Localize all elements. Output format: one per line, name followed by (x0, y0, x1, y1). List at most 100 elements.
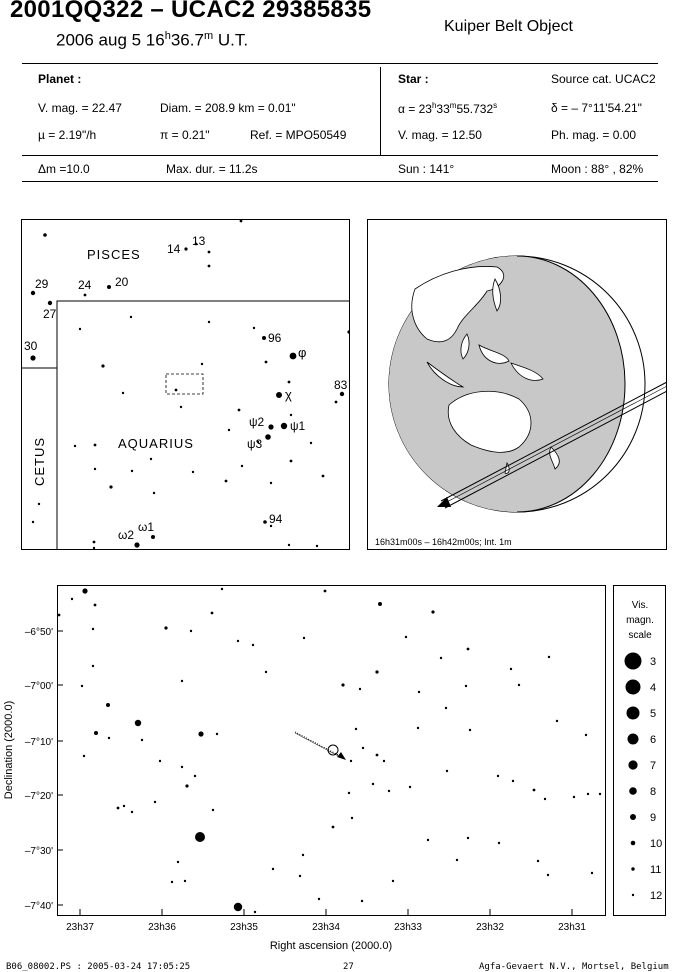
legend-dot (624, 652, 642, 670)
legend-label: 7 (650, 760, 656, 772)
star-label: 29 (35, 277, 49, 291)
finder-star-labels: 14 13 29 24 20 27 30 96 φ χ 83 ψ2 ψ1 ψ3 … (24, 234, 348, 542)
legend-dot (630, 840, 636, 846)
legend-title-1: Vis. (632, 600, 649, 611)
planet-ref: Ref. = MPO50549 (250, 128, 347, 142)
star-label: 94 (269, 512, 283, 526)
constellation-cetus: CETUS (32, 437, 47, 486)
y-tick-label: –7°10' (25, 737, 53, 748)
footer-page: 27 (343, 962, 354, 972)
legend-dot (627, 733, 639, 745)
legend-dot (628, 760, 638, 770)
star-label: 13 (192, 234, 206, 248)
legend-box (613, 585, 666, 916)
page-title: 2001QQ322 – UCAC2 29385835 (10, 0, 372, 23)
constellation-aquarius: AQUARIUS (118, 436, 194, 451)
star-label: ω1 (138, 520, 154, 534)
divider-top (22, 63, 658, 64)
star-label: 96 (268, 331, 282, 345)
x-axis-label: Right ascension (2000.0) (270, 940, 392, 952)
star-label: ω2 (118, 528, 134, 542)
continents (411, 266, 560, 474)
footer-file: B06_08002.PS : 2005-03-24 17:05:25 (6, 962, 191, 972)
planet-diam: Diam. = 208.9 km = 0.01" (160, 101, 296, 115)
x-tick-label: 23h35 (230, 922, 258, 933)
y-tick-label: –7°30' (25, 846, 53, 857)
legend-label: 6 (650, 734, 656, 746)
legend-dot (631, 893, 635, 897)
x-axis: 23h37 23h36 23h35 23h34 23h33 23h32 23h31 (66, 909, 586, 933)
target-star-marker (327, 744, 339, 756)
star-label: 27 (43, 307, 57, 321)
legend-dot (629, 787, 637, 795)
event-date: 2006 aug 5 16h36.7m U.T. (56, 30, 249, 50)
moon-info: Moon : 88° , 82% (551, 162, 644, 176)
footer-publisher: Agfa-Gevaert N.V., Mortsel, Belgium (479, 962, 669, 972)
star-label: 20 (115, 275, 129, 289)
asteroid-track (294, 731, 346, 760)
star-label: 30 (24, 339, 38, 353)
x-tick-label: 23h32 (476, 922, 504, 933)
asia-landmass (411, 266, 504, 343)
terminator (516, 255, 626, 513)
y-axis: –6°50' –7°00' –7°10' –7°20' –7°30' –7°40' (25, 627, 63, 912)
star-label: 24 (78, 278, 92, 292)
x-tick-label: 23h37 (66, 922, 94, 933)
planet-heading: Planet : (38, 72, 82, 86)
legend-dot (631, 867, 635, 871)
finder-chart: PISCES AQUARIUS CETUS 14 13 29 24 20 27 … (21, 219, 350, 550)
star-phmag: Ph. mag. = 0.00 (551, 128, 637, 142)
star-vmag: V. mag. = 12.50 (398, 128, 482, 142)
x-tick-label: 23h34 (312, 922, 340, 933)
legend-title-2: magn. (626, 615, 654, 626)
globe-caption: 16h31m00s – 16h42m00s; Int. 1m (375, 537, 512, 547)
star-label: χ (285, 387, 292, 402)
y-axis-label: Declination (2000.0) (3, 701, 15, 799)
detail-chart: –6°50' –7°00' –7°10' –7°20' –7°30' –7°40' 23h… (3, 585, 666, 952)
new-guinea-island (510, 362, 544, 381)
star-label: ψ1 (290, 419, 306, 433)
legend-label: 11 (650, 864, 661, 876)
finder-stars (30, 219, 350, 550)
star-label: 14 (167, 242, 181, 256)
legend-label: 5 (650, 708, 656, 720)
legend-items: 3 4 5 6 7 8 9 10 11 12 (624, 652, 662, 902)
max-duration: Max. dur. = 11.2s (166, 162, 258, 176)
legend-dot (626, 706, 640, 720)
divider-bottom (22, 181, 658, 182)
x-tick-label: 23h33 (394, 922, 422, 933)
x-tick-label: 23h31 (558, 922, 586, 933)
legend-title-3: scale (628, 630, 652, 641)
sun-elongation: Sun : 141° (398, 162, 455, 176)
object-type: Kuiper Belt Object (444, 18, 573, 35)
shadow-path (437, 381, 667, 509)
detail-stars (57, 587, 602, 914)
star-heading: Star : (398, 72, 429, 86)
sumatra-island (426, 361, 465, 388)
legend-label: 10 (650, 838, 662, 850)
legend-label: 8 (650, 786, 656, 798)
star-label: ψ2 (249, 415, 265, 429)
star-label: ψ3 (247, 437, 263, 451)
globe-panel: 16h31m00s – 16h42m00s; Int. 1m (367, 219, 667, 550)
y-tick-label: –6°50' (25, 627, 53, 638)
boundary-aquarius (56, 300, 349, 550)
divider-middle (22, 155, 658, 156)
legend-dot (625, 679, 641, 695)
divider-vertical (380, 67, 381, 155)
star-label: 83 (334, 378, 348, 392)
borneo-island (478, 344, 510, 364)
delta-mag: Δm =10.0 (38, 162, 90, 176)
source-catalog: Source cat. UCAC2 (551, 72, 656, 86)
planet-parallax: π = 0.21" (160, 128, 210, 142)
planet-mu: µ = 2.19"/h (38, 128, 97, 142)
legend-label: 9 (650, 812, 656, 824)
new-zealand-island (549, 446, 560, 470)
detail-chart-frame (57, 585, 606, 916)
japan-island (492, 278, 501, 312)
constellation-pisces: PISCES (87, 247, 141, 262)
field-of-view-box (165, 373, 204, 395)
legend-dot (630, 814, 636, 820)
legend-label: 12 (650, 890, 662, 902)
star-alpha: α = 23h33m55.732s (398, 101, 498, 116)
